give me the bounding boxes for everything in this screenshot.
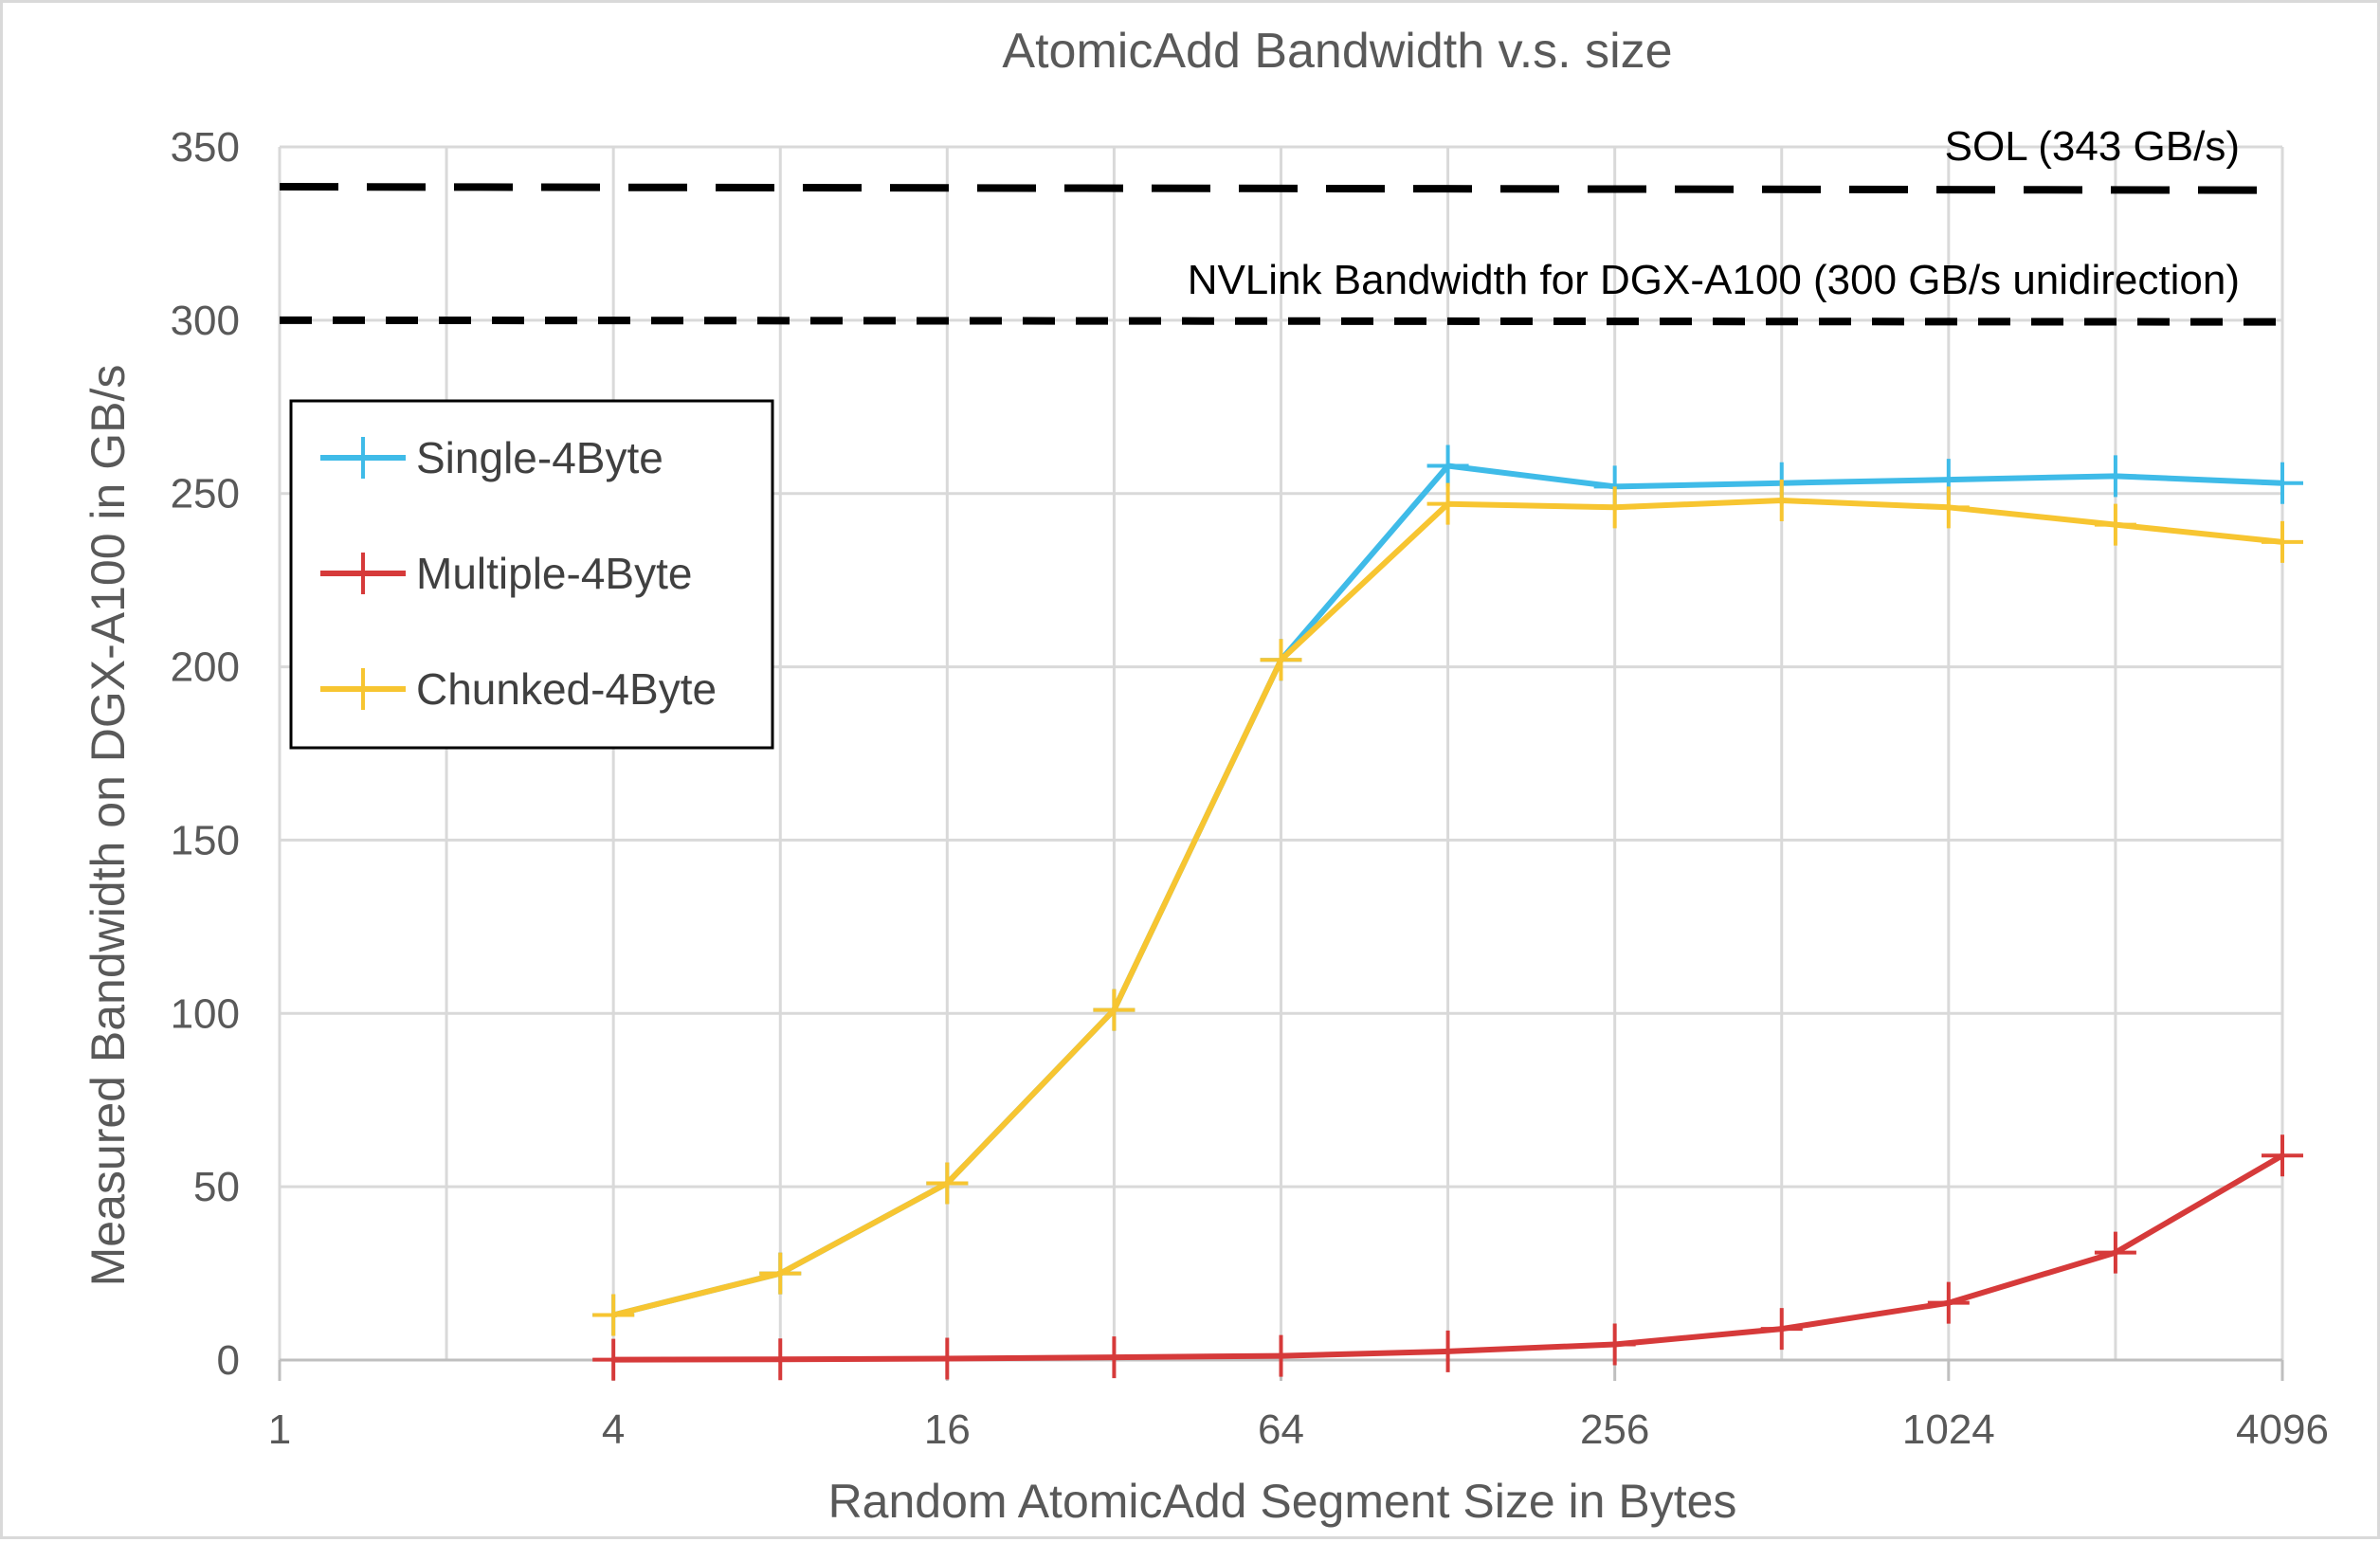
grid	[278, 145, 2284, 1381]
series-2-point-5	[1426, 482, 1469, 525]
series-2-point-3	[1093, 989, 1135, 1031]
series-1-point-6	[1593, 1323, 1636, 1366]
legend-label-1: Multiple-4Byte	[416, 549, 692, 598]
legend-item-0: Single-4Byte	[320, 433, 663, 482]
series-1-point-5	[1426, 1330, 1469, 1372]
legend-label-2: Chunked-4Byte	[416, 664, 717, 714]
series-0-point-9	[2094, 455, 2136, 498]
legend-label-0: Single-4Byte	[416, 433, 663, 482]
y-tick-label-0: 0	[217, 1337, 240, 1384]
legend-marker-0	[342, 437, 384, 479]
series-1-point-8	[1927, 1281, 1970, 1324]
y-tick-label-350: 350	[171, 124, 240, 171]
series-2-point-7	[1760, 480, 1803, 522]
series-1-point-3	[1093, 1336, 1135, 1379]
x-tick-label-16: 16	[924, 1406, 971, 1453]
y-tick-label-100: 100	[171, 990, 240, 1037]
legend-marker-1	[342, 553, 384, 594]
y-axis-label: Measured Bandwidth on DGX-A100 in GB/s	[82, 365, 135, 1287]
series-2	[592, 480, 2303, 1336]
tick-labels: 0 50 100 150 200 250 300 350 1 4 16 64 256 1024 4096	[171, 124, 2329, 1453]
y-tick-label-300: 300	[171, 298, 240, 344]
reference-lines: SOL (343 GB/s) NVLink Bandwidth for DGX-A…	[279, 123, 2283, 326]
legend-item-1: Multiple-4Byte	[320, 549, 692, 598]
series-2-point-1	[759, 1252, 802, 1295]
x-tick-label-256: 256	[1580, 1406, 1649, 1453]
series-2-point-9	[2094, 503, 2136, 546]
series-0-point-5	[1426, 444, 1469, 487]
series-2-point-10	[2262, 520, 2303, 563]
series-1-point-2	[926, 1337, 969, 1380]
x-tick-label-1024: 1024	[1902, 1406, 1995, 1453]
y-tick-label-200: 200	[171, 644, 240, 691]
x-tick-label-4: 4	[602, 1406, 625, 1453]
reference-line-2	[279, 316, 2283, 326]
x-tick-label-64: 64	[1258, 1406, 1304, 1453]
x-axis-label: Random AtomicAdd Segment Size in Bytes	[828, 1475, 1737, 1528]
chart-title: AtomicAdd Bandwidth v.s. size	[1002, 24, 1672, 79]
series-2-point-6	[1593, 486, 1636, 529]
y-tick-label-50: 50	[193, 1164, 240, 1210]
series-1-point-0	[592, 1338, 635, 1381]
series-1-point-1	[759, 1338, 802, 1381]
x-tick-label-4096: 4096	[2236, 1406, 2329, 1453]
series-2-point-0	[592, 1294, 635, 1336]
reference-line-1	[279, 183, 2283, 194]
legend-marker-2	[342, 668, 384, 710]
reference-label-1: SOL (343 GB/s)	[1945, 123, 2240, 170]
series-group	[592, 444, 2303, 1381]
series-1-point-9	[2094, 1231, 2136, 1274]
series-1	[592, 1134, 2303, 1381]
x-tick-label-1: 1	[268, 1406, 291, 1453]
series-2-point-2	[926, 1162, 969, 1205]
series-2-point-8	[1927, 486, 1970, 529]
series-1-point-10	[2262, 1134, 2303, 1177]
series-1-point-4	[1260, 1334, 1302, 1377]
legend-item-2: Chunked-4Byte	[320, 664, 717, 714]
series-1-point-7	[1760, 1308, 1803, 1351]
legend: Single-4Byte Multiple-4Byte Chunked-4Byte	[289, 399, 774, 750]
series-0-point-10	[2262, 462, 2303, 504]
y-tick-label-250: 250	[171, 471, 240, 517]
y-tick-label-150: 150	[171, 817, 240, 863]
chart: SOL (343 GB/s) NVLink Bandwidth for DGX-A…	[82, 24, 2329, 1528]
reference-label-2: NVLink Bandwidth for DGX-A100 (300 GB/s …	[1188, 257, 2240, 303]
series-2-point-4	[1260, 639, 1302, 681]
